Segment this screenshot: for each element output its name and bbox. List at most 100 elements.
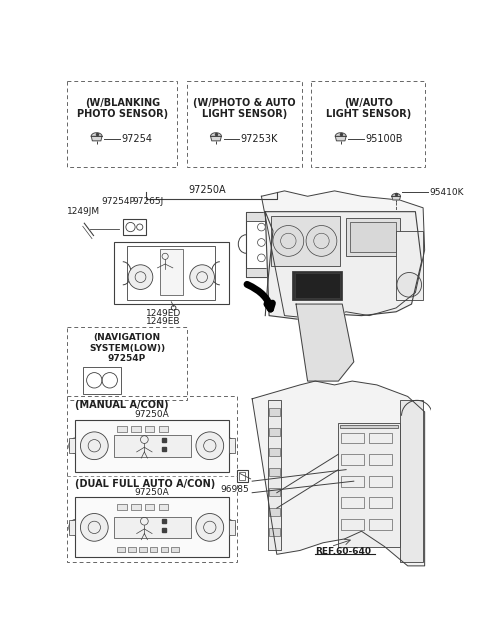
Bar xyxy=(171,547,179,552)
Text: 97254: 97254 xyxy=(121,133,152,144)
Bar xyxy=(346,218,400,256)
Bar xyxy=(139,547,147,552)
Bar xyxy=(338,424,400,547)
Bar xyxy=(246,212,323,277)
Bar xyxy=(350,222,396,253)
Text: 1249JM: 1249JM xyxy=(67,206,100,215)
Bar xyxy=(267,401,281,551)
Polygon shape xyxy=(336,136,346,141)
Bar xyxy=(369,454,392,465)
Polygon shape xyxy=(262,191,425,319)
Bar xyxy=(75,420,229,472)
Bar xyxy=(114,435,191,456)
Circle shape xyxy=(128,265,153,290)
Bar xyxy=(118,503,127,510)
Polygon shape xyxy=(392,194,400,196)
Bar xyxy=(269,408,280,416)
Polygon shape xyxy=(91,136,102,141)
Bar xyxy=(269,508,280,516)
Polygon shape xyxy=(392,196,400,200)
Text: (MANUAL A/CON): (MANUAL A/CON) xyxy=(75,401,168,410)
Text: 95410K: 95410K xyxy=(429,188,464,197)
Bar xyxy=(83,367,121,394)
Bar xyxy=(160,547,168,552)
Bar xyxy=(69,520,75,535)
Bar xyxy=(128,547,136,552)
Bar xyxy=(237,470,248,482)
Text: (W/AUTO
LIGHT SENSOR): (W/AUTO LIGHT SENSOR) xyxy=(326,97,411,119)
Bar xyxy=(118,547,125,552)
Circle shape xyxy=(196,513,224,541)
Bar xyxy=(229,520,235,535)
Bar xyxy=(341,497,364,508)
Text: (W/BLANKING
PHOTO SENSOR): (W/BLANKING PHOTO SENSOR) xyxy=(77,97,168,119)
Bar xyxy=(69,438,75,453)
Bar xyxy=(127,246,215,300)
Polygon shape xyxy=(91,133,102,136)
Bar xyxy=(123,219,146,235)
Bar xyxy=(269,528,280,536)
Bar xyxy=(159,503,168,510)
Text: (DUAL FULL AUTO A/CON): (DUAL FULL AUTO A/CON) xyxy=(75,479,216,489)
Bar xyxy=(67,81,178,167)
Circle shape xyxy=(397,272,421,297)
Bar xyxy=(341,519,364,529)
Bar xyxy=(369,497,392,508)
Bar xyxy=(160,249,183,295)
Circle shape xyxy=(306,226,337,256)
Bar xyxy=(187,81,302,167)
Text: 97250A: 97250A xyxy=(135,410,169,419)
Text: (NAVIGATION
SYSTEM(LOW))
97254P: (NAVIGATION SYSTEM(LOW)) 97254P xyxy=(89,333,165,363)
Bar xyxy=(75,497,229,558)
Bar xyxy=(150,547,157,552)
Bar xyxy=(400,401,423,562)
Polygon shape xyxy=(252,381,425,566)
Text: 97254P: 97254P xyxy=(101,197,135,206)
Text: 1249EB: 1249EB xyxy=(146,317,180,326)
Bar xyxy=(269,428,280,436)
Polygon shape xyxy=(265,212,421,319)
Bar xyxy=(114,242,229,304)
Bar xyxy=(67,327,187,401)
Bar xyxy=(269,448,280,456)
Bar xyxy=(312,81,425,167)
Bar xyxy=(159,426,168,432)
Bar xyxy=(131,426,141,432)
Polygon shape xyxy=(296,304,354,381)
Text: 1249ED: 1249ED xyxy=(146,310,181,319)
Bar xyxy=(114,517,191,538)
Bar xyxy=(67,397,237,562)
Text: (W/PHOTO & AUTO
LIGHT SENSOR): (W/PHOTO & AUTO LIGHT SENSOR) xyxy=(193,97,296,119)
Bar xyxy=(369,476,392,487)
Bar xyxy=(229,438,235,453)
Circle shape xyxy=(190,265,215,290)
Bar xyxy=(145,503,155,510)
Circle shape xyxy=(273,226,304,256)
Text: 97250A: 97250A xyxy=(135,488,169,497)
Bar xyxy=(396,231,423,300)
Bar xyxy=(295,273,340,298)
Bar xyxy=(341,454,364,465)
Text: 95100B: 95100B xyxy=(365,133,403,144)
Bar xyxy=(246,212,323,221)
Text: 97250A: 97250A xyxy=(189,185,226,195)
Circle shape xyxy=(81,432,108,460)
Bar xyxy=(118,426,127,432)
Bar xyxy=(145,426,155,432)
Bar xyxy=(340,425,398,428)
Polygon shape xyxy=(211,136,221,141)
Bar xyxy=(269,488,280,495)
Bar xyxy=(273,218,312,271)
Bar xyxy=(369,433,392,444)
Bar xyxy=(131,503,141,510)
Text: REF.60-640: REF.60-640 xyxy=(315,547,372,556)
Bar xyxy=(292,271,342,300)
Polygon shape xyxy=(211,133,221,136)
Circle shape xyxy=(81,513,108,541)
Bar xyxy=(341,476,364,487)
Text: 97253K: 97253K xyxy=(240,133,278,144)
Circle shape xyxy=(196,432,224,460)
Text: 96985: 96985 xyxy=(220,485,249,494)
Bar xyxy=(341,433,364,444)
Bar xyxy=(369,519,392,529)
